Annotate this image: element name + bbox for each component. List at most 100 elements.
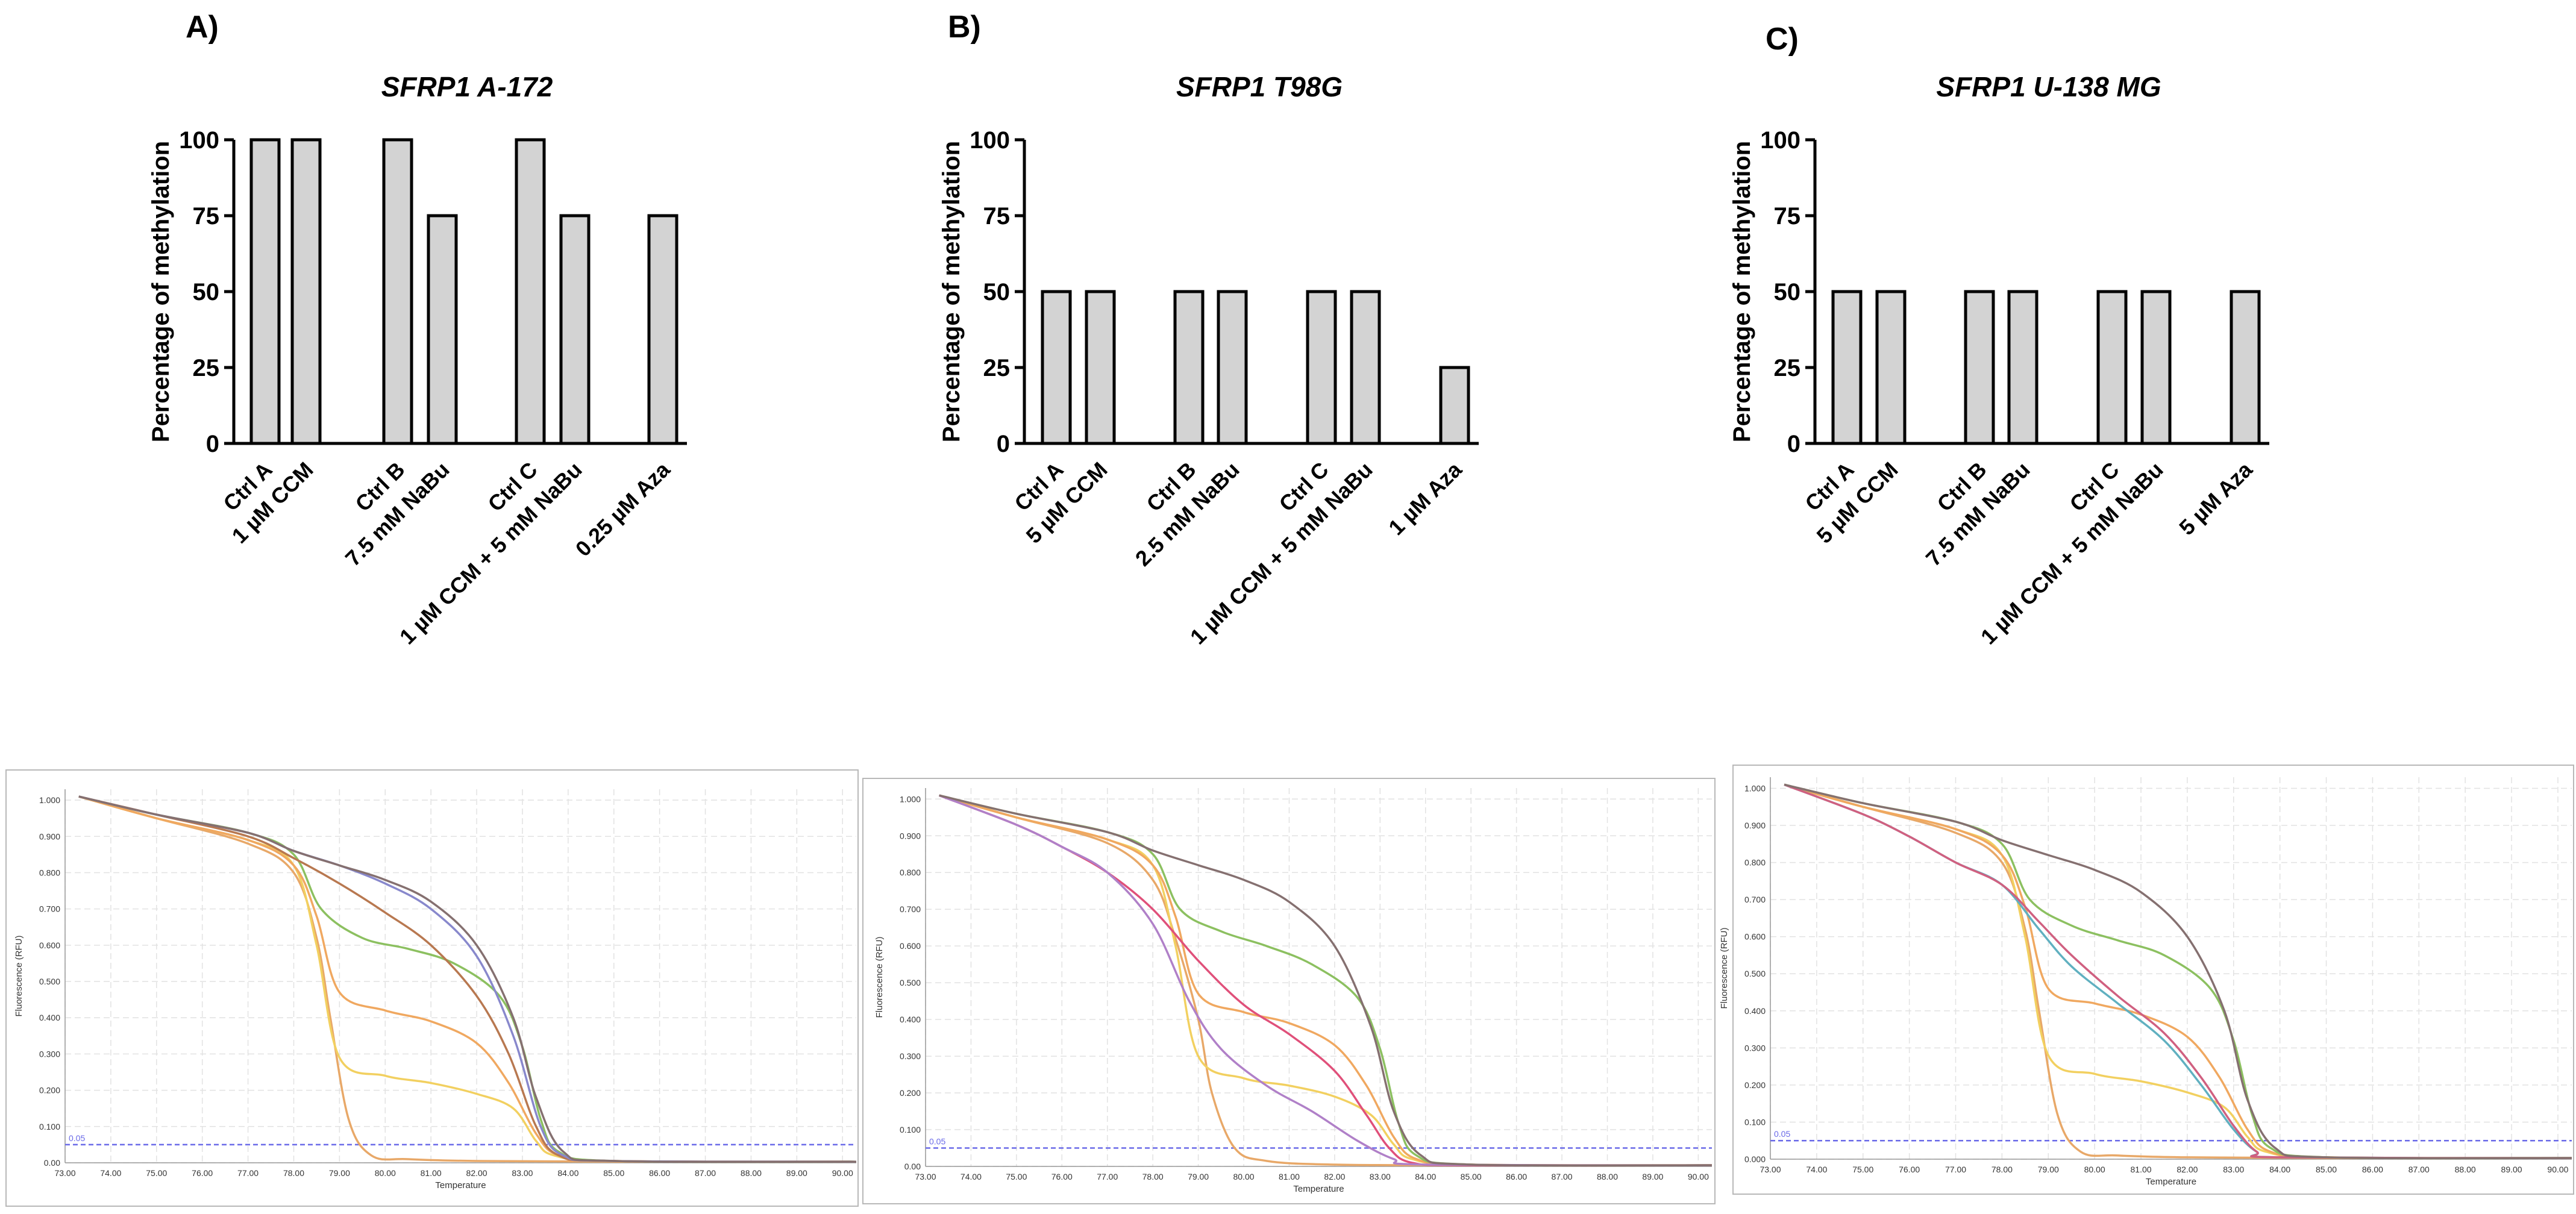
x-category-label: 0.25 µM Aza (571, 457, 675, 562)
threshold-label: 0.05 (1774, 1129, 1790, 1139)
x-tick-label: 89.00 (1642, 1172, 1663, 1181)
melt-series-line-pink (1784, 783, 2572, 1159)
x-tick-label: 88.00 (741, 1168, 762, 1178)
y-tick-label: 100 (179, 127, 219, 154)
y-tick-label: 0 (997, 431, 1010, 457)
y-tick-label: 50 (983, 279, 1011, 305)
y-tick-label: 0.700 (39, 904, 60, 914)
bar (1875, 290, 1907, 445)
x-tick-label: 82.00 (1324, 1172, 1345, 1181)
bar (1350, 290, 1381, 445)
y-tick-label: 75 (193, 203, 220, 230)
x-tick-label: 76.00 (192, 1168, 213, 1178)
melt-series-line-purple (939, 794, 1713, 1166)
x-tick-label: 78.00 (1142, 1172, 1164, 1181)
x-tick-label: 82.00 (2176, 1165, 2198, 1174)
y-tick-label: 75 (983, 203, 1011, 230)
y-axis-label: Fluorescence (RFU) (14, 935, 24, 1016)
melt-curve-chart-3: 73.00 74.00 75.00 76.00 77.00 78.00 79.00 80.00… (1719, 765, 2574, 1195)
y-tick-label: 0.00 (44, 1158, 60, 1168)
y-tick-label: 0.900 (900, 831, 921, 840)
y-tick-label: 0.700 (1744, 895, 1766, 904)
threshold-label: 0.05 (69, 1133, 85, 1143)
y-tick-label: 25 (983, 355, 1011, 381)
y-tick-label: 0.100 (1744, 1117, 1766, 1127)
x-category-label: 1 µM Aza (1384, 457, 1467, 540)
y-tick-label: 0.900 (39, 831, 60, 841)
x-tick-label: 86.00 (1506, 1172, 1527, 1181)
x-category-label: 5 µM Aza (2174, 457, 2257, 540)
y-tick-label: 0.800 (900, 868, 921, 877)
y-axis-label: Fluorescence (RFU) (1719, 927, 1729, 1009)
y-tick-label: 25 (193, 355, 220, 381)
y-tick-label: 1.000 (39, 795, 60, 805)
x-tick-label: 79.00 (329, 1168, 350, 1178)
x-tick-label: 82.00 (466, 1168, 487, 1178)
panel-letter: A) (186, 10, 219, 45)
y-tick-label: 0.800 (1744, 858, 1766, 868)
y-tick-label: 0.200 (1744, 1080, 1766, 1090)
x-tick-label: 79.00 (2038, 1165, 2059, 1174)
bar (2096, 290, 2128, 445)
panel-letter: B) (948, 10, 981, 45)
y-tick-label: 0.300 (1744, 1043, 1766, 1053)
x-tick-label: 78.00 (1992, 1165, 2013, 1174)
y-axis-label: Fluorescence (RFU) (874, 936, 885, 1018)
melt-curve-chart-1: 73.00 74.00 75.00 76.00 77.00 78.00 79.00 80.00… (5, 769, 859, 1207)
y-tick-label: 0.300 (39, 1049, 60, 1059)
bar (2140, 290, 2172, 445)
bar (427, 214, 458, 445)
y-axis-label: Percentage of methylation (148, 141, 174, 442)
y-tick-label: 100 (1760, 127, 1800, 154)
x-tick-label: 81.00 (1279, 1172, 1300, 1181)
x-tick-label: 73.00 (54, 1168, 75, 1178)
melt-series-line-gray (78, 795, 857, 1163)
x-tick-label: 81.00 (421, 1168, 442, 1178)
x-tick-label: 87.00 (1552, 1172, 1573, 1181)
melt-frame (1732, 765, 2574, 1195)
chart-title: SFRP1 U-138 MG (1936, 71, 2161, 102)
x-tick-label: 88.00 (1597, 1172, 1618, 1181)
bar (1306, 290, 1337, 445)
x-tick-label: 84.00 (557, 1168, 578, 1178)
x-tick-label: 86.00 (649, 1168, 670, 1178)
chart-title: SFRP1 T98G (1176, 71, 1343, 102)
melt-series-line-gray (1784, 783, 2572, 1160)
y-tick-label: 0.500 (1744, 969, 1766, 978)
x-tick-label: 76.00 (1051, 1172, 1073, 1181)
y-tick-label: 0.400 (1744, 1006, 1766, 1016)
bar (647, 214, 678, 445)
melt-curve-chart-2: 73.00 74.00 75.00 76.00 77.00 78.00 79.00 80.00… (862, 778, 1716, 1204)
x-tick-label: 83.00 (1370, 1172, 1391, 1181)
x-tick-label: 85.00 (1461, 1172, 1482, 1181)
y-tick-label: 0.00 (904, 1162, 921, 1171)
x-tick-label: 90.00 (832, 1168, 853, 1178)
x-tick-label: 75.00 (146, 1168, 167, 1178)
x-tick-label: 75.00 (1852, 1165, 1873, 1174)
x-tick-label: 89.00 (786, 1168, 807, 1178)
bar (1173, 290, 1205, 445)
y-tick-label: 0.800 (39, 868, 60, 877)
threshold-label: 0.05 (929, 1137, 945, 1147)
y-tick-label: 0.300 (900, 1051, 921, 1061)
y-tick-label: 0.200 (900, 1088, 921, 1098)
y-tick-label: 0.400 (900, 1015, 921, 1024)
y-tick-label: 50 (1774, 279, 1801, 305)
x-tick-label: 86.00 (2362, 1165, 2383, 1174)
x-axis-label: Temperature (2146, 1177, 2196, 1187)
y-tick-label: 25 (1774, 355, 1801, 381)
x-tick-label: 76.00 (1899, 1165, 1920, 1174)
y-tick-label: 0.100 (39, 1122, 60, 1131)
y-tick-label: 0 (206, 431, 219, 457)
bar (382, 138, 413, 445)
y-tick-label: 0.600 (39, 940, 60, 950)
x-tick-label: 74.00 (961, 1172, 982, 1181)
x-tick-label: 81.00 (2131, 1165, 2152, 1174)
x-tick-label: 89.00 (2501, 1165, 2522, 1174)
bar (559, 214, 591, 445)
x-tick-label: 85.00 (2316, 1165, 2337, 1174)
bar (2007, 290, 2039, 445)
